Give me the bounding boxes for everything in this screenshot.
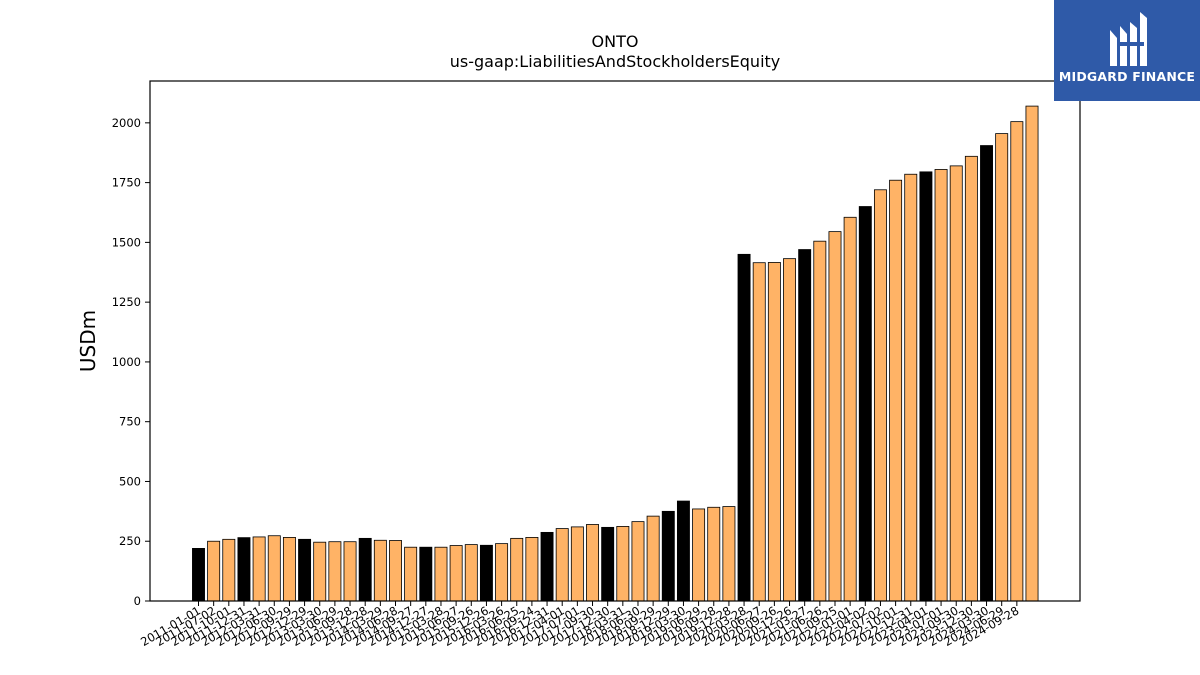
y-tick-label: 1750 (112, 176, 141, 190)
bar (919, 171, 933, 602)
bar (404, 546, 418, 602)
bar (873, 189, 887, 602)
bar (980, 145, 993, 602)
bar (586, 524, 599, 602)
bar (934, 169, 948, 602)
bar (737, 253, 751, 602)
y-tick-label: 0 (134, 594, 141, 608)
bar (843, 216, 857, 602)
bar (464, 544, 478, 602)
bar (449, 545, 463, 602)
bar (798, 249, 812, 602)
bar (510, 537, 524, 602)
bar (358, 537, 372, 602)
bar (570, 526, 584, 602)
y-tick-label: 250 (119, 534, 141, 548)
bar (631, 521, 645, 602)
bar (298, 538, 312, 602)
bar (434, 546, 448, 602)
bar (646, 515, 660, 602)
plot-frame (149, 80, 1081, 602)
bar (813, 240, 827, 602)
y-tick-label: 1000 (112, 355, 141, 369)
bar (1025, 105, 1039, 602)
bar (419, 546, 433, 602)
brand-logo: MIDGARD FINANCE (1054, 0, 1200, 101)
bar (479, 544, 493, 602)
bar (237, 537, 251, 602)
bar (661, 510, 675, 602)
bar (889, 179, 903, 602)
bar (343, 541, 357, 602)
y-tick-label: 1500 (112, 235, 141, 249)
bar (373, 539, 387, 602)
bar (389, 540, 402, 602)
chart-subtitle: us-gaap:LiabilitiesAndStockholdersEquity (449, 52, 781, 71)
logo-text: MIDGARD FINANCE (1058, 69, 1196, 84)
bar (767, 262, 781, 602)
bar (495, 543, 509, 602)
bar (783, 258, 796, 602)
bar (707, 506, 721, 602)
bar (252, 536, 266, 602)
bar (692, 508, 706, 602)
bar (207, 540, 221, 602)
bar (752, 262, 766, 602)
bar (555, 528, 569, 602)
bar (601, 526, 615, 602)
chart-title: ONTO (591, 32, 639, 51)
bar (722, 506, 736, 602)
y-tick-label: 750 (119, 415, 141, 429)
y-tick-label: 1250 (112, 295, 141, 309)
bar (525, 537, 539, 602)
bar (282, 537, 296, 602)
bar (313, 541, 327, 602)
logo-mark-icon (1110, 12, 1147, 66)
bar (540, 531, 554, 602)
bar (1010, 121, 1024, 602)
bar (828, 231, 842, 602)
bar (267, 535, 281, 602)
bar (222, 538, 236, 602)
y-axis-label: USDm (76, 309, 100, 373)
y-tick-label: 500 (119, 474, 141, 488)
bar (676, 500, 690, 602)
bar (904, 173, 918, 602)
bar (192, 548, 205, 602)
bar (964, 155, 978, 602)
y-tick-label: 2000 (112, 116, 141, 130)
bar (858, 206, 872, 602)
bar (328, 541, 342, 602)
bar (995, 133, 1009, 602)
bar (616, 526, 630, 602)
bar (949, 165, 963, 602)
